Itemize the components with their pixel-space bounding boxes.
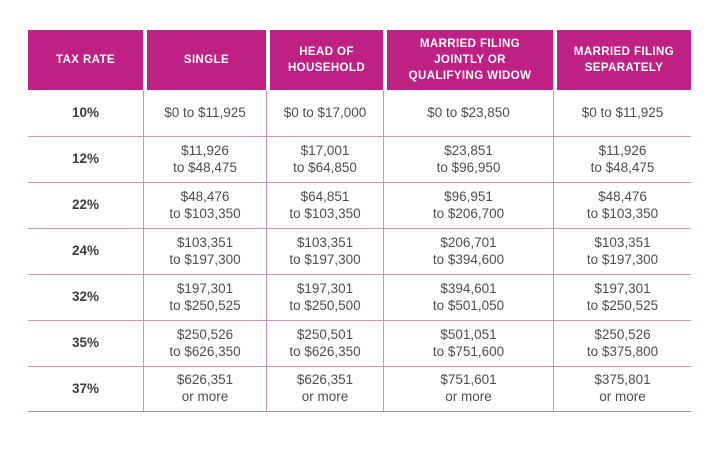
header-tax-rate: TAX RATE	[28, 30, 143, 90]
bracket-cell-married-jointly: $96,951 to $206,700	[383, 182, 553, 228]
bracket-cell-single: $48,476 to $103,350	[143, 182, 266, 228]
bracket-cell-single: $103,351 to $197,300	[143, 228, 266, 274]
bracket-cell-married-separately: $48,476 to $103,350	[553, 182, 691, 228]
bracket-cell-married-separately: $11,926 to $48,475	[553, 136, 691, 182]
bracket-cell-married-jointly: $206,701 to $394,600	[383, 228, 553, 274]
bracket-cell-married-jointly: $394,601 to $501,050	[383, 274, 553, 320]
bracket-cell-married-jointly: $23,851 to $96,950	[383, 136, 553, 182]
bracket-cell-married-separately: $197,301 to $250,525	[553, 274, 691, 320]
header-married-filing-jointly: MARRIED FILING JOINTLY OR QUALIFYING WID…	[383, 30, 553, 90]
bracket-cell-single: $626,351 or more	[143, 366, 266, 412]
tax-brackets-table: TAX RATE SINGLE HEAD OF HOUSEHOLD MARRIE…	[28, 30, 691, 412]
bracket-cell-married-separately: $103,351 to $197,300	[553, 228, 691, 274]
bracket-cell-married-jointly: $751,601 or more	[383, 366, 553, 412]
tax-rate-cell: 37%	[28, 366, 143, 412]
table-row: 35% $250,526 to $626,350 $250,501 to $62…	[28, 320, 691, 366]
table-row: 32% $197,301 to $250,525 $197,301 to $25…	[28, 274, 691, 320]
bracket-cell-head-of-household: $0 to $17,000	[266, 90, 383, 136]
bracket-cell-head-of-household: $626,351 or more	[266, 366, 383, 412]
header-row: TAX RATE SINGLE HEAD OF HOUSEHOLD MARRIE…	[28, 30, 691, 90]
tax-rate-cell: 32%	[28, 274, 143, 320]
tax-rate-cell: 35%	[28, 320, 143, 366]
bracket-cell-head-of-household: $64,851 to $103,350	[266, 182, 383, 228]
bracket-cell-head-of-household: $17,001 to $64,850	[266, 136, 383, 182]
bracket-cell-married-jointly: $501,051 to $751,600	[383, 320, 553, 366]
header-married-filing-separately: MARRIED FILING SEPARATELY	[553, 30, 691, 90]
bracket-cell-single: $250,526 to $626,350	[143, 320, 266, 366]
table-row: 22% $48,476 to $103,350 $64,851 to $103,…	[28, 182, 691, 228]
table-row: 12% $11,926 to $48,475 $17,001 to $64,85…	[28, 136, 691, 182]
bracket-cell-married-jointly: $0 to $23,850	[383, 90, 553, 136]
table-row: 10% $0 to $11,925 $0 to $17,000 $0 to $2…	[28, 90, 691, 136]
table-row: 37% $626,351 or more $626,351 or more $7…	[28, 366, 691, 412]
header-single: SINGLE	[143, 30, 266, 90]
bracket-cell-head-of-household: $197,301 to $250,500	[266, 274, 383, 320]
bracket-cell-married-separately: $375,801 or more	[553, 366, 691, 412]
bracket-cell-single: $0 to $11,925	[143, 90, 266, 136]
bracket-cell-head-of-household: $103,351 to $197,300	[266, 228, 383, 274]
bracket-cell-married-separately: $250,526 to $375,800	[553, 320, 691, 366]
header-head-of-household: HEAD OF HOUSEHOLD	[266, 30, 383, 90]
table-row: 24% $103,351 to $197,300 $103,351 to $19…	[28, 228, 691, 274]
tax-rate-cell: 10%	[28, 90, 143, 136]
bracket-cell-single: $11,926 to $48,475	[143, 136, 266, 182]
tax-rate-cell: 24%	[28, 228, 143, 274]
tax-rate-cell: 12%	[28, 136, 143, 182]
bracket-cell-head-of-household: $250,501 to $626,350	[266, 320, 383, 366]
bracket-cell-married-separately: $0 to $11,925	[553, 90, 691, 136]
tax-rate-cell: 22%	[28, 182, 143, 228]
bracket-cell-single: $197,301 to $250,525	[143, 274, 266, 320]
